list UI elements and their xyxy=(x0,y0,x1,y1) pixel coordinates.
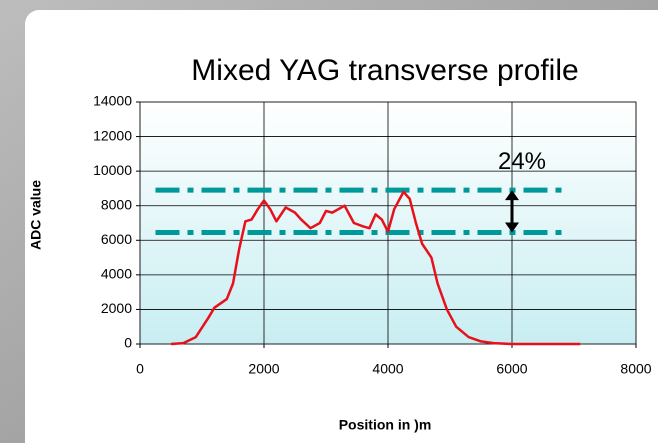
arrow-head xyxy=(505,190,519,233)
x-tick-label: 4000 xyxy=(372,361,403,377)
y-tick-label: 8000 xyxy=(101,196,132,212)
x-tick-label: 0 xyxy=(136,361,144,377)
y-tick-label: 0 xyxy=(124,335,132,351)
x-tick-label: 8000 xyxy=(620,361,651,377)
chart-title: Mixed YAG transverse profile xyxy=(191,54,578,87)
x-axis-label: Position in )m xyxy=(339,417,432,433)
y-axis-label: ADC value xyxy=(28,180,44,250)
y-tick-label: 10000 xyxy=(93,162,132,178)
x-tick-label: 2000 xyxy=(248,361,279,377)
data-line xyxy=(170,190,581,346)
y-tick-label: 12000 xyxy=(93,127,132,143)
y-tick-label: 4000 xyxy=(101,266,132,282)
y-tick-label: 6000 xyxy=(101,231,132,247)
annotation: 24% xyxy=(498,148,546,175)
y-tick-label: 14000 xyxy=(93,93,132,109)
x-tick-label: 6000 xyxy=(496,361,527,377)
y-tick-label: 2000 xyxy=(101,300,132,316)
